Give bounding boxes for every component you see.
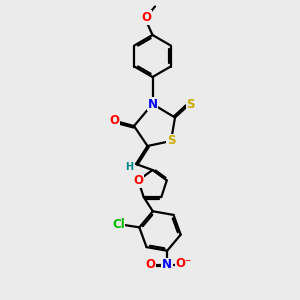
Text: Cl: Cl: [112, 218, 125, 231]
Text: O: O: [141, 11, 151, 24]
Text: S: S: [186, 98, 195, 111]
Text: O: O: [133, 174, 143, 187]
Text: N: N: [162, 258, 172, 271]
Text: O: O: [110, 115, 119, 128]
Text: O: O: [146, 258, 156, 271]
Text: H: H: [125, 162, 133, 172]
Text: O⁻: O⁻: [176, 257, 192, 270]
Text: N: N: [148, 98, 158, 110]
Text: S: S: [167, 134, 175, 148]
